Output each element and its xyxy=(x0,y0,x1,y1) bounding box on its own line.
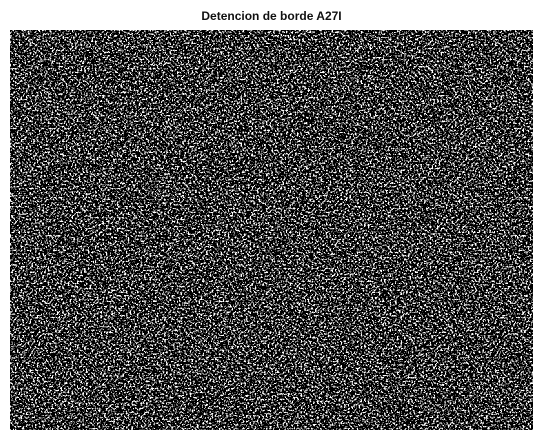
edge-image xyxy=(10,30,533,430)
figure: Detencion de borde A27I xyxy=(0,0,543,430)
figure-title: Detencion de borde A27I xyxy=(0,9,543,23)
edge-pixels xyxy=(10,30,533,430)
